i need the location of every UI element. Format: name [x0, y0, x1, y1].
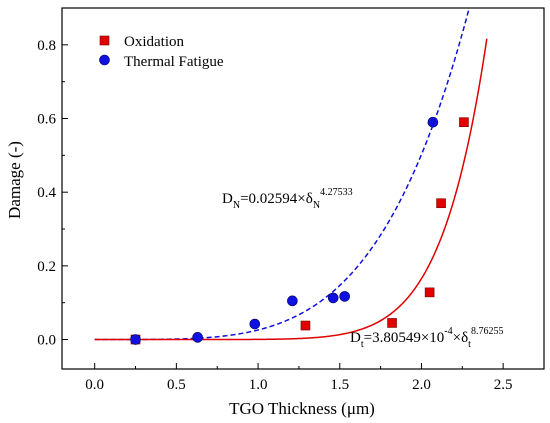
x-axis-title: TGO Thickness (μm) — [229, 399, 375, 418]
oxidation-point — [424, 287, 435, 298]
eq-t-exponent: 8.76255 — [471, 326, 504, 337]
eq-t-lhs-sub: t — [361, 339, 364, 350]
eq-n-var-sub: N — [313, 200, 320, 211]
x-tick-label: 1.0 — [249, 377, 268, 393]
eq-t-times: ×δ — [453, 330, 469, 346]
eq-t-lhs: D — [350, 330, 361, 346]
legend-oxidation-marker — [99, 35, 110, 46]
thermal-fatigue-point — [427, 116, 439, 128]
plot-frame — [61, 7, 545, 370]
oxidation-point — [300, 320, 311, 331]
x-tick-label: 0.5 — [167, 377, 186, 393]
y-tick-label: 0.8 — [37, 38, 56, 54]
fit-equation-thermal-fatigue: DN=0.02594×δN4.27533 — [222, 187, 353, 211]
plot-border — [61, 7, 545, 370]
oxidation-point — [387, 318, 397, 328]
fit-curves — [94, 8, 488, 341]
legend-thermal-fatigue-marker — [99, 54, 110, 66]
y-tick-label: 0.6 — [37, 112, 56, 128]
thermal-fatigue-point — [327, 292, 339, 304]
fit-curve-oxidation — [94, 38, 488, 341]
legend-thermal-fatigue-label: Thermal Fatigue — [124, 54, 224, 70]
eq-t-body: =3.80549×10 — [364, 330, 445, 346]
y-tick-label: 0.4 — [37, 185, 56, 201]
x-tick-label: 1.5 — [330, 377, 349, 393]
thermal-fatigue-point — [249, 318, 261, 330]
thermal-fatigue-point — [339, 291, 350, 302]
thermal-fatigue-point — [192, 332, 203, 343]
x-tick-label: 2.0 — [412, 377, 431, 393]
data-points — [130, 116, 469, 345]
eq-n-exponent: 4.27533 — [320, 187, 353, 198]
y-tick-label: 0.0 — [37, 333, 56, 349]
thermal-fatigue-point — [287, 295, 298, 307]
legend: Oxidation Thermal Fatigue — [99, 34, 224, 70]
oxidation-point — [436, 198, 446, 209]
y-tick-label: 0.2 — [37, 259, 56, 275]
eq-t-var-sub: t — [468, 339, 471, 350]
fit-equation-oxidation: Dt=3.80549×10-4×δt8.76255 — [350, 326, 503, 350]
x-tick-label: 0.0 — [85, 377, 104, 393]
x-tick-label: 2.5 — [494, 377, 513, 393]
oxidation-point — [459, 117, 469, 127]
eq-n-lhs-sub: N — [233, 200, 240, 211]
axis-ticks: 0.0 0.5 1.0 1.5 2.0 2.5 0.0 0.2 0.4 0.6 0.8 — [37, 38, 512, 393]
legend-oxidation-label: Oxidation — [124, 34, 184, 50]
eq-n-body: =0.02594×δ — [240, 191, 313, 207]
y-axis-title: Damage (-) — [5, 141, 24, 219]
eq-t-pow: -4 — [444, 326, 452, 337]
eq-n-lhs: D — [222, 191, 233, 207]
thermal-fatigue-point — [130, 334, 141, 345]
